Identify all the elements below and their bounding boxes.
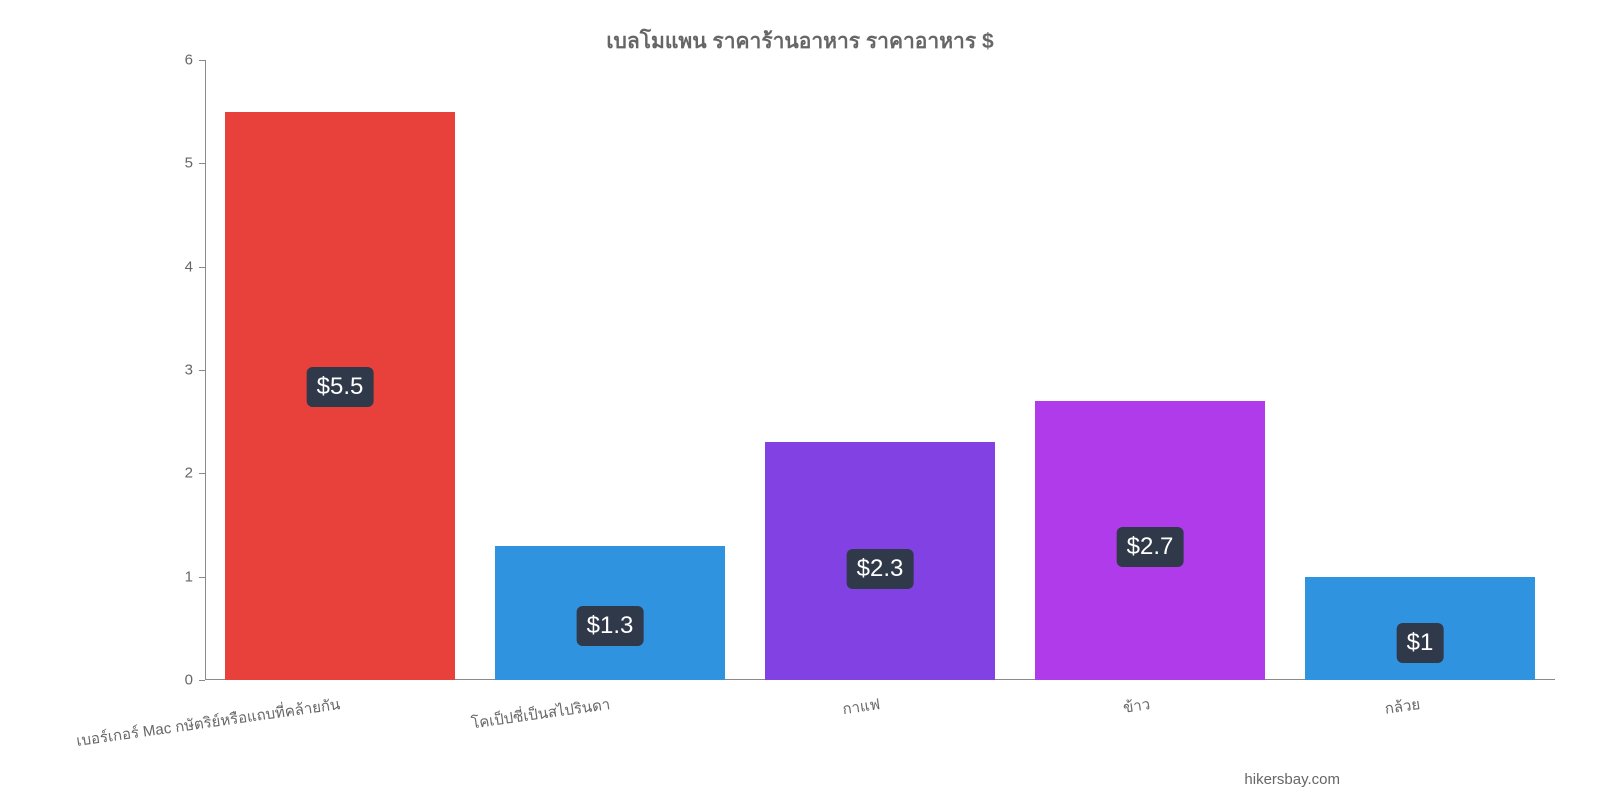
bar-value-label: $1 xyxy=(1397,623,1444,663)
bar-value-label: $2.3 xyxy=(847,549,914,589)
y-axis xyxy=(205,60,206,680)
x-tick-label: กล้วย xyxy=(1121,692,1421,758)
y-tick-label: 5 xyxy=(185,155,205,172)
y-tick-label: 1 xyxy=(185,568,205,585)
bar-chart: เบลโมแพน ราคาร้านอาหาร ราคาอาหาร $ 01234… xyxy=(0,0,1600,800)
chart-title: เบลโมแพน ราคาร้านอาหาร ราคาอาหาร $ xyxy=(0,25,1600,58)
x-tick-label: ข้าว xyxy=(851,692,1151,758)
y-tick-label: 0 xyxy=(185,672,205,689)
bar-value-label: $5.5 xyxy=(307,367,374,407)
x-tick-label: กาแฟ xyxy=(581,692,881,758)
attribution: hikersbay.com xyxy=(1244,771,1340,788)
bar-value-label: $1.3 xyxy=(577,606,644,646)
y-tick-label: 2 xyxy=(185,465,205,482)
x-tick-label: เบอร์เกอร์ Mac กษัตริย์หรือแถบที่คล้ายกั… xyxy=(41,692,341,758)
y-tick-label: 3 xyxy=(185,362,205,379)
y-tick-label: 4 xyxy=(185,258,205,275)
y-tick-label: 6 xyxy=(185,52,205,69)
x-tick-label: โคเป็ปซี่เป็นสไปรินดา xyxy=(311,692,611,758)
plot-area: 0123456$5.5เบอร์เกอร์ Mac กษัตริย์หรือแถ… xyxy=(205,60,1555,680)
bar-value-label: $2.7 xyxy=(1117,527,1184,567)
